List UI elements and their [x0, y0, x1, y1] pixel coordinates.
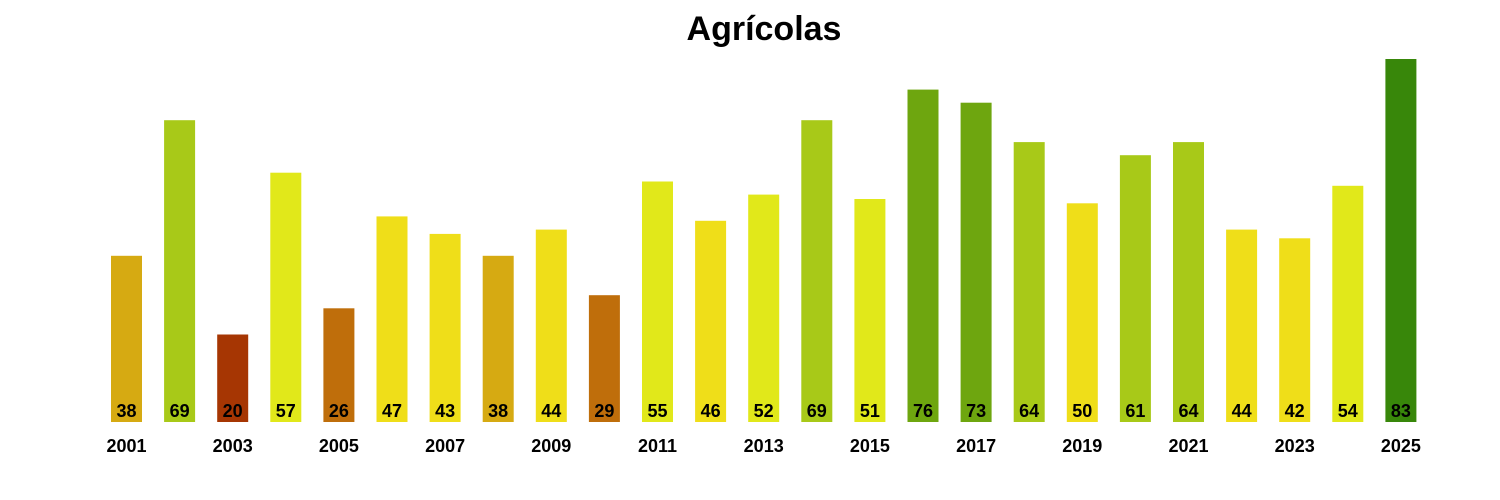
data-label-2010: 29: [594, 401, 614, 421]
bar-2020: [1119, 155, 1151, 422]
data-label-2002: 69: [170, 401, 190, 421]
bar-2015: [854, 199, 886, 422]
data-label-2008: 38: [488, 401, 508, 421]
data-label-2019: 50: [1072, 401, 1092, 421]
bar-2014: [801, 120, 833, 422]
data-label-2012: 46: [701, 401, 721, 421]
bar-2016: [907, 89, 939, 422]
bar-2009: [535, 229, 567, 422]
data-label-2003: 20: [223, 401, 243, 421]
data-label-2011: 55: [647, 401, 667, 421]
bar-2024: [1332, 185, 1364, 422]
x-tick-2013: 2013: [744, 436, 784, 456]
x-tick-2015: 2015: [850, 436, 890, 456]
x-tick-2019: 2019: [1062, 436, 1102, 456]
data-label-2005: 26: [329, 401, 349, 421]
data-label-2017: 73: [966, 401, 986, 421]
x-tick-2009: 2009: [531, 436, 571, 456]
data-label-2004: 57: [276, 401, 296, 421]
data-label-2018: 64: [1019, 401, 1039, 421]
x-tick-2011: 2011: [638, 436, 677, 456]
x-tick-2017: 2017: [956, 436, 996, 456]
data-label-2025: 83: [1391, 401, 1411, 421]
bar-2006: [376, 216, 408, 422]
bar-2023: [1279, 238, 1311, 422]
x-tick-2005: 2005: [319, 436, 359, 456]
bar-2004: [270, 172, 302, 422]
bar-2012: [695, 220, 727, 422]
data-label-2001: 38: [116, 401, 136, 421]
data-label-2006: 47: [382, 401, 402, 421]
bar-2025: [1385, 59, 1417, 422]
data-label-2014: 69: [807, 401, 827, 421]
bar-2008: [482, 255, 514, 422]
bar-2022: [1226, 229, 1258, 422]
data-label-2020: 61: [1125, 401, 1145, 421]
bar-2021: [1173, 142, 1204, 422]
bar-2003: [217, 334, 249, 422]
x-tick-2003: 2003: [213, 436, 253, 456]
data-label-2007: 43: [435, 401, 455, 421]
bar-2018: [1013, 142, 1045, 422]
bar-2001: [111, 255, 142, 422]
data-label-2015: 51: [860, 401, 880, 421]
bar-2002: [164, 120, 196, 422]
data-label-2022: 44: [1232, 401, 1252, 421]
bar-2011: [642, 181, 673, 422]
bar-2017: [960, 102, 992, 422]
data-label-2021: 64: [1178, 401, 1198, 421]
bar-2005: [323, 308, 355, 422]
data-label-2009: 44: [541, 401, 561, 421]
x-tick-2001: 2001: [106, 436, 146, 456]
bar-2007: [429, 233, 461, 422]
chart-title: Agrícolas: [686, 10, 842, 48]
x-tick-2023: 2023: [1275, 436, 1315, 456]
x-tick-2021: 2021: [1168, 436, 1208, 456]
bar-2010: [588, 295, 620, 422]
data-label-2024: 54: [1338, 401, 1358, 421]
bar-2019: [1066, 203, 1098, 422]
data-label-2016: 76: [913, 401, 933, 421]
data-label-2013: 52: [754, 401, 774, 421]
x-tick-2007: 2007: [425, 436, 465, 456]
x-tick-2025: 2025: [1381, 436, 1421, 456]
bar-2013: [748, 194, 780, 422]
data-label-2023: 42: [1285, 401, 1305, 421]
